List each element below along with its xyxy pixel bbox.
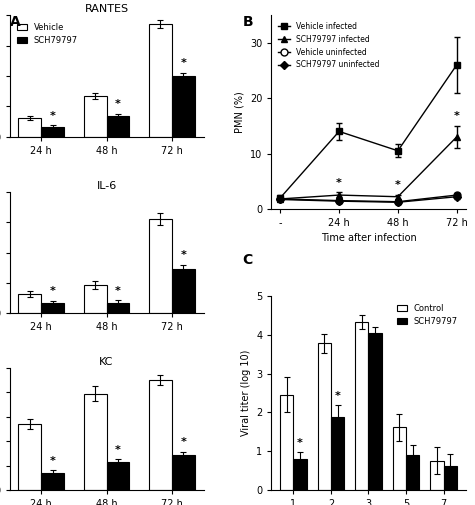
Bar (331, 417, 344, 490)
Bar (355, 323, 369, 490)
Text: *: * (115, 285, 121, 295)
Bar (430, 461, 444, 490)
Bar (149, 219, 172, 314)
Bar (84, 285, 106, 314)
X-axis label: Time after infection: Time after infection (321, 233, 417, 243)
Text: *: * (50, 456, 56, 466)
Legend: Control, SCH79797: Control, SCH79797 (394, 300, 461, 329)
Bar (444, 466, 456, 490)
Text: C: C (242, 252, 253, 267)
Title: KC: KC (99, 358, 114, 367)
Bar (172, 269, 195, 314)
Bar (41, 127, 64, 137)
Text: *: * (50, 111, 56, 121)
Bar (84, 96, 106, 137)
Text: *: * (180, 437, 186, 446)
Bar (19, 424, 41, 490)
Bar (19, 118, 41, 137)
Text: *: * (115, 99, 121, 109)
Text: *: * (180, 250, 186, 260)
Text: *: * (454, 112, 460, 121)
Bar (106, 302, 129, 314)
Bar (393, 427, 406, 490)
Text: *: * (334, 391, 341, 401)
Bar (294, 459, 306, 490)
Bar (149, 24, 172, 137)
Title: RANTES: RANTES (85, 5, 129, 14)
Text: *: * (115, 444, 121, 454)
Text: *: * (395, 180, 401, 190)
Bar (369, 333, 381, 490)
Text: *: * (180, 58, 186, 68)
Bar (406, 455, 419, 490)
Bar (19, 294, 41, 314)
Text: A: A (10, 15, 20, 29)
Text: *: * (50, 286, 56, 296)
Bar (172, 455, 195, 490)
Text: *: * (336, 178, 342, 188)
Bar (172, 76, 195, 137)
Bar (106, 116, 129, 137)
Bar (318, 343, 331, 490)
Legend: Vehicle, SCH79797: Vehicle, SCH79797 (14, 19, 81, 48)
Bar (84, 394, 106, 490)
Y-axis label: PMN (%): PMN (%) (235, 91, 245, 133)
Bar (106, 463, 129, 490)
Title: IL-6: IL-6 (96, 181, 117, 191)
Text: *: * (297, 438, 303, 448)
Y-axis label: Viral titer (log 10): Viral titer (log 10) (241, 350, 251, 436)
Legend: Vehicle infected, SCH79797 infected, Vehicle uninfected, SCH79797 uninfected: Vehicle infected, SCH79797 infected, Veh… (276, 19, 382, 73)
Bar (41, 473, 64, 490)
Bar (41, 304, 64, 314)
Bar (280, 395, 294, 490)
Text: B: B (242, 15, 253, 29)
Bar (149, 380, 172, 490)
